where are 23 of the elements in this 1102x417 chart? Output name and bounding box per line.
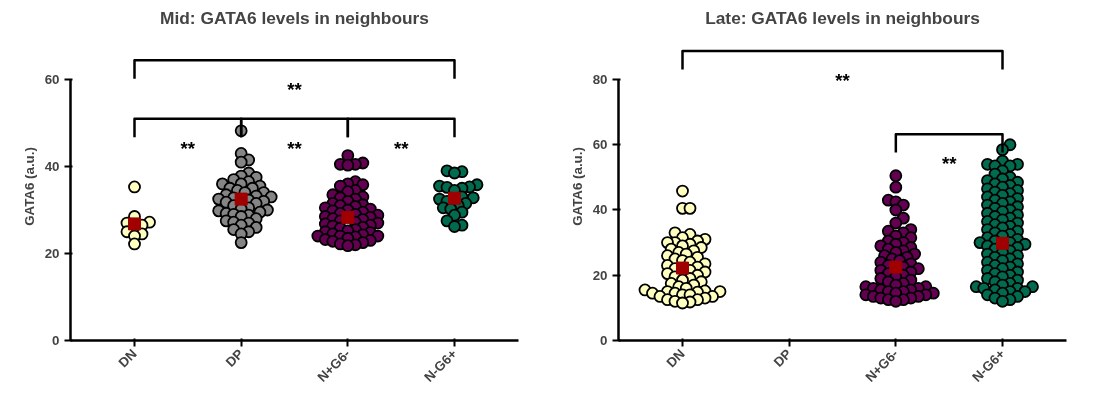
annotation: ** [287,79,303,101]
y-tick-label: 40 [592,202,608,218]
annotation: ** [835,70,851,92]
annotation: ** [180,137,196,159]
annotation: ** [287,137,303,159]
y-tick-label: 20 [592,267,608,283]
annotation: ** [941,153,958,175]
annotation: ** [393,137,410,159]
chart-title: Late: GATA6 levels in neighbours [705,7,980,28]
y-axis-title: GATA6 (a.u.) [569,147,585,226]
y-tick-label: 60 [592,137,608,153]
x-tick-label: DP [222,346,247,370]
x-tick-label: DN [115,346,140,371]
x-tick-label: DN [663,346,688,371]
y-tick-label: 0 [600,333,608,348]
y-tick-label: 80 [592,71,608,87]
y-tick-label: 0 [52,333,60,348]
chart-title: Mid: GATA6 levels in neighbours [160,7,429,28]
y-tick-label: 40 [44,158,60,174]
y-tick-label: 20 [44,245,60,261]
y-axis-title: GATA6 (a.u.) [21,147,37,226]
x-tick-label: DP [770,346,795,370]
y-tick-label: 60 [44,71,60,87]
